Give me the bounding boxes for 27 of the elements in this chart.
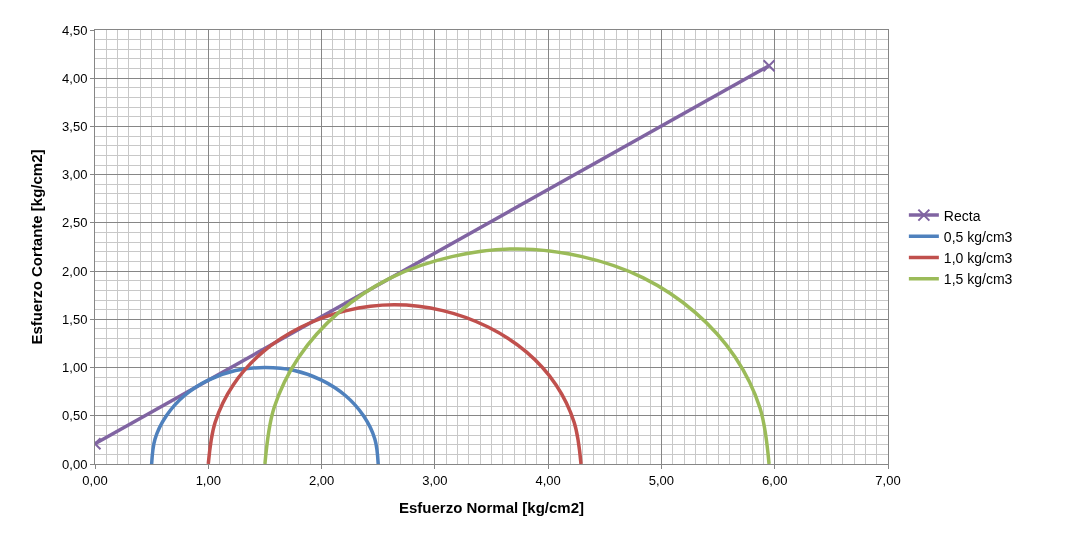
x-tick-label: 1,00 — [195, 472, 221, 488]
y-tick-label: 0,50 — [62, 408, 88, 424]
line-series — [149, 365, 380, 464]
x-tick-label: 0,00 — [82, 472, 108, 488]
y-axis-title: Esfuerzo Cortante [kg/cm2] — [28, 149, 46, 345]
x-tick-label: 4,00 — [535, 472, 561, 488]
line-series — [263, 247, 771, 464]
y-tick-label: 1,50 — [62, 311, 88, 327]
x-axis-title: Esfuerzo Normal [kg/cm2] — [398, 498, 585, 516]
line-series — [206, 303, 583, 464]
y-tick-label: 4,00 — [62, 70, 88, 86]
y-tick-label: 1,00 — [62, 360, 88, 376]
y-tick-label: 2,50 — [62, 215, 88, 231]
y-tick-label: 3,00 — [62, 167, 88, 183]
legend-label: 1,0 kg/cm3 — [943, 249, 1013, 266]
legend-label: 0,5 kg/cm3 — [943, 228, 1013, 245]
x-tick-label: 7,00 — [875, 472, 901, 488]
x-tick-label: 5,00 — [648, 472, 675, 488]
x-tick-label: 2,00 — [308, 472, 335, 488]
legend-label: Recta — [943, 207, 981, 224]
y-tick-label: 0,00 — [62, 456, 88, 472]
x-tick-label: 3,00 — [422, 472, 448, 488]
y-tick-label: 3,50 — [62, 118, 88, 134]
y-tick-label: 4,50 — [62, 22, 88, 38]
y-tick-label: 2,00 — [62, 263, 88, 279]
legend-label: 1,5 kg/cm3 — [943, 271, 1013, 288]
x-tick-label: 6,00 — [762, 472, 788, 488]
